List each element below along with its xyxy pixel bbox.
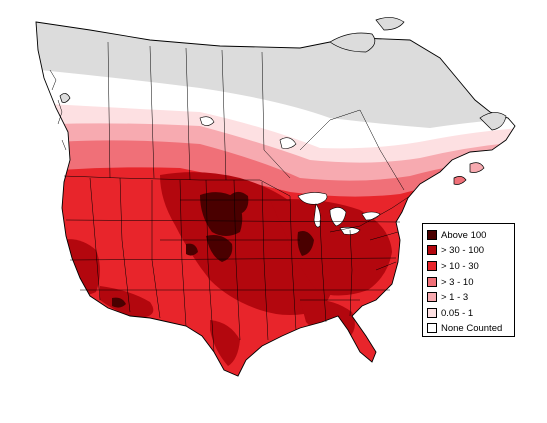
legend-swatch	[427, 323, 437, 333]
legend-swatch	[427, 308, 437, 318]
legend-label: > 10 - 30	[441, 260, 479, 272]
legend-swatch	[427, 292, 437, 302]
islands	[59, 17, 507, 185]
legend-swatch	[427, 261, 437, 271]
legend-swatch	[427, 277, 437, 287]
legend-item-30-100: > 30 - 100	[427, 244, 484, 256]
legend-label: > 3 - 10	[441, 276, 474, 288]
legend-swatch	[427, 245, 437, 255]
legend-item-none-counted: None Counted	[427, 322, 502, 334]
legend-item-1-3: > 1 - 3	[427, 291, 468, 303]
legend-item-3-10: > 3 - 10	[427, 276, 473, 288]
legend-item-above-100: Above 100	[427, 229, 486, 241]
legend-label: > 30 - 100	[441, 244, 485, 256]
legend-label: > 1 - 3	[441, 291, 469, 303]
legend-item-0-05-1: 0.05 - 1	[427, 307, 473, 319]
legend-item-10-30: > 10 - 30	[427, 260, 479, 272]
pacific-coast-islands	[49, 69, 67, 151]
boundaries	[63, 41, 411, 353]
legend-label: 0.05 - 1	[441, 307, 474, 319]
legend-swatch	[427, 230, 437, 240]
legend-label: None Counted	[441, 322, 503, 334]
legend: Above 100 > 30 - 100 > 10 - 30 > 3 - 10 …	[422, 223, 515, 337]
legend-label: Above 100	[441, 229, 487, 241]
coastline	[35, 21, 516, 377]
